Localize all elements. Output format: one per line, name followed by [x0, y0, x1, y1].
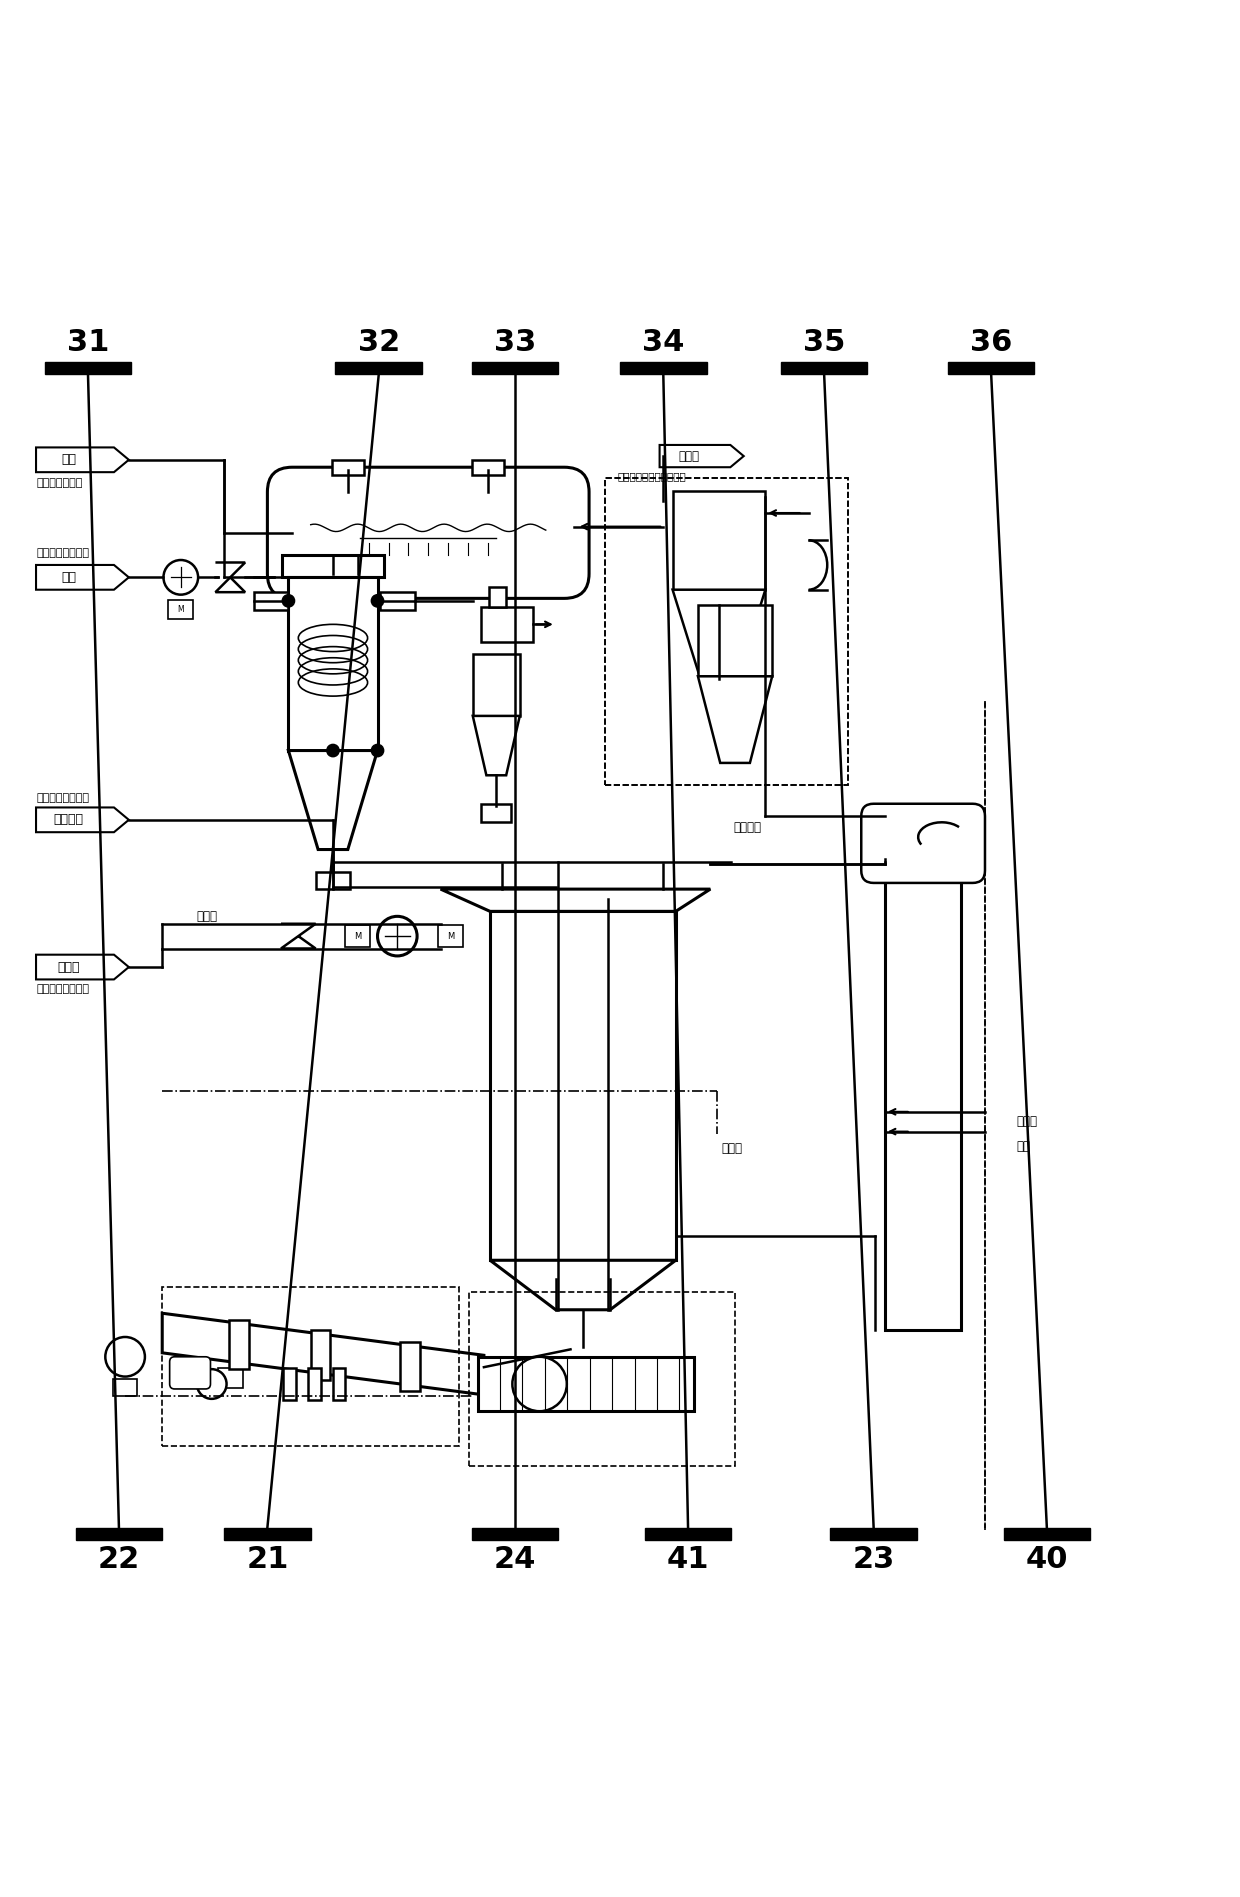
Text: 35: 35 — [804, 328, 846, 357]
Text: M: M — [355, 931, 361, 941]
Polygon shape — [289, 751, 377, 850]
Bar — [471, 1527, 558, 1540]
Bar — [481, 804, 511, 821]
Circle shape — [371, 744, 383, 757]
Text: 36: 36 — [970, 328, 1012, 357]
Text: 40: 40 — [1025, 1544, 1068, 1575]
Bar — [316, 873, 350, 890]
Bar — [76, 1527, 162, 1540]
Polygon shape — [490, 1260, 676, 1309]
Bar — [620, 362, 707, 374]
Bar — [672, 491, 765, 590]
Text: 煤粉: 煤粉 — [1016, 1140, 1030, 1153]
Text: 33: 33 — [494, 328, 536, 357]
Polygon shape — [36, 808, 129, 833]
Bar — [345, 926, 370, 947]
Text: 不凝气: 不凝气 — [57, 960, 79, 973]
Bar — [472, 654, 520, 715]
Circle shape — [105, 1337, 145, 1377]
Text: 34: 34 — [642, 328, 684, 357]
Bar — [45, 362, 131, 374]
Bar — [311, 1330, 331, 1379]
Bar — [469, 1292, 735, 1466]
Bar — [218, 1368, 243, 1389]
Bar — [289, 577, 377, 751]
Text: 来自余热发电化学水系统: 来自余热发电化学水系统 — [618, 470, 686, 480]
Text: M: M — [177, 605, 184, 615]
Circle shape — [197, 1370, 227, 1398]
Bar — [229, 1320, 249, 1370]
Polygon shape — [216, 563, 246, 592]
Text: M: M — [446, 931, 454, 941]
Bar — [605, 478, 848, 785]
Bar — [332, 459, 363, 474]
Bar — [254, 592, 289, 609]
Text: 22: 22 — [98, 1544, 140, 1575]
Bar — [645, 1527, 732, 1540]
Bar — [438, 926, 463, 947]
Circle shape — [512, 1356, 567, 1411]
Bar — [605, 478, 848, 785]
Text: 热空气: 热空气 — [197, 911, 218, 922]
Bar — [471, 362, 558, 374]
Polygon shape — [162, 1313, 484, 1394]
Circle shape — [371, 594, 383, 607]
Text: 来自污泥干化系统: 来自污泥干化系统 — [36, 985, 89, 994]
Text: 32: 32 — [357, 328, 399, 357]
Bar — [169, 599, 193, 620]
Text: 热生料: 热生料 — [1016, 1115, 1037, 1129]
Bar — [947, 362, 1034, 374]
Bar — [1003, 1527, 1090, 1540]
Polygon shape — [36, 954, 129, 979]
Text: 冷凝水: 冷凝水 — [678, 450, 699, 463]
Polygon shape — [36, 448, 129, 472]
Bar — [489, 588, 506, 607]
Bar — [224, 1527, 311, 1540]
Bar — [481, 607, 533, 641]
Text: 蒸汽: 蒸汽 — [61, 453, 76, 467]
Polygon shape — [36, 565, 129, 590]
Circle shape — [283, 594, 295, 607]
Text: 去窑尾布袋除尘器: 去窑尾布袋除尘器 — [36, 548, 89, 558]
Bar — [379, 592, 414, 609]
Text: 三次风: 三次风 — [722, 1142, 743, 1155]
Bar — [284, 1368, 296, 1400]
Text: 来自污泥干化系统: 来自污泥干化系统 — [36, 793, 89, 802]
Text: 烘干污泥: 烘干污泥 — [53, 814, 83, 827]
Bar — [334, 1368, 345, 1400]
Polygon shape — [672, 590, 765, 679]
Bar — [885, 861, 961, 1330]
Polygon shape — [698, 677, 773, 763]
Bar — [477, 1356, 694, 1411]
Bar — [336, 362, 422, 374]
FancyBboxPatch shape — [170, 1356, 211, 1389]
Bar — [113, 1379, 138, 1396]
Polygon shape — [660, 446, 744, 467]
Text: 21: 21 — [247, 1544, 289, 1575]
Text: 24: 24 — [494, 1544, 536, 1575]
FancyBboxPatch shape — [862, 804, 985, 882]
Text: 粉尘回料: 粉尘回料 — [734, 821, 761, 835]
Circle shape — [164, 560, 198, 594]
Bar — [471, 459, 503, 474]
Bar — [309, 1368, 321, 1400]
Bar — [831, 1527, 916, 1540]
Polygon shape — [281, 924, 316, 948]
Bar — [490, 911, 676, 1260]
Bar — [162, 1288, 459, 1446]
Text: 31: 31 — [67, 328, 109, 357]
FancyBboxPatch shape — [268, 467, 589, 598]
Bar — [781, 362, 868, 374]
Circle shape — [377, 916, 417, 956]
Polygon shape — [472, 715, 520, 776]
Bar — [283, 556, 383, 577]
Text: 41: 41 — [667, 1544, 709, 1575]
Text: 23: 23 — [853, 1544, 895, 1575]
Polygon shape — [440, 890, 711, 911]
Text: 烟气: 烟气 — [61, 571, 76, 584]
Bar — [698, 605, 773, 677]
Circle shape — [327, 744, 340, 757]
Bar — [399, 1341, 419, 1391]
Text: 去污泥干化系统: 去污泥干化系统 — [36, 478, 82, 488]
